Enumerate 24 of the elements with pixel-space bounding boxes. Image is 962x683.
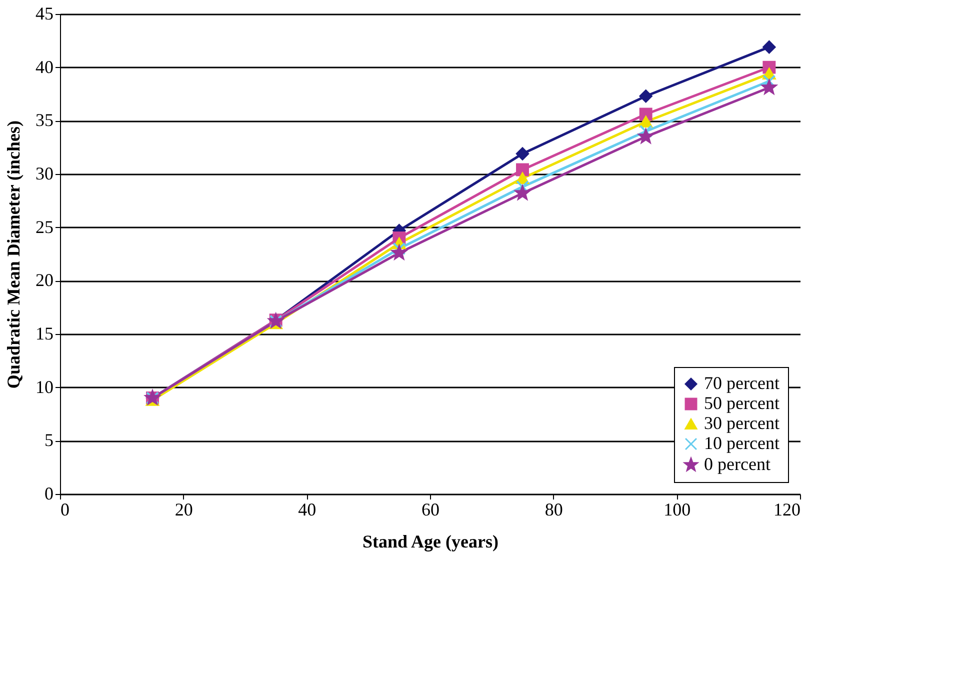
y-tick-label: 20 — [36, 270, 54, 290]
x-tick-label: 80 — [544, 500, 563, 520]
legend-label: 0 percent — [704, 454, 770, 474]
y-tick-label: 0 — [44, 484, 54, 504]
legend-label: 30 percent — [704, 413, 780, 433]
y-tick-label: 35 — [36, 110, 54, 130]
x-tick-label: 40 — [298, 500, 316, 520]
y-tick-label: 40 — [36, 56, 54, 77]
legend-label: 50 percent — [704, 393, 780, 413]
x-tick-label: 20 — [174, 500, 193, 520]
x-tick-label: 100 — [664, 500, 691, 520]
x-tick-label: 0 — [60, 500, 70, 520]
y-tick-label: 5 — [44, 430, 54, 450]
x-tick-label: 120 — [774, 500, 800, 520]
legend-label: 70 percent — [704, 373, 780, 393]
x-tick-label: 60 — [422, 500, 440, 520]
legend-label: 10 percent — [704, 433, 780, 453]
y-axis-title: Quadratic Mean Diameter (inches) — [4, 120, 24, 389]
y-tick-label: 15 — [36, 324, 54, 344]
y-tick-label: 30 — [36, 164, 54, 184]
y-tick-label: 45 — [36, 4, 54, 24]
x-axis-title: Stand Age (years) — [362, 532, 498, 552]
y-tick-label: 25 — [36, 216, 54, 237]
y-tick-label: 10 — [36, 376, 54, 397]
